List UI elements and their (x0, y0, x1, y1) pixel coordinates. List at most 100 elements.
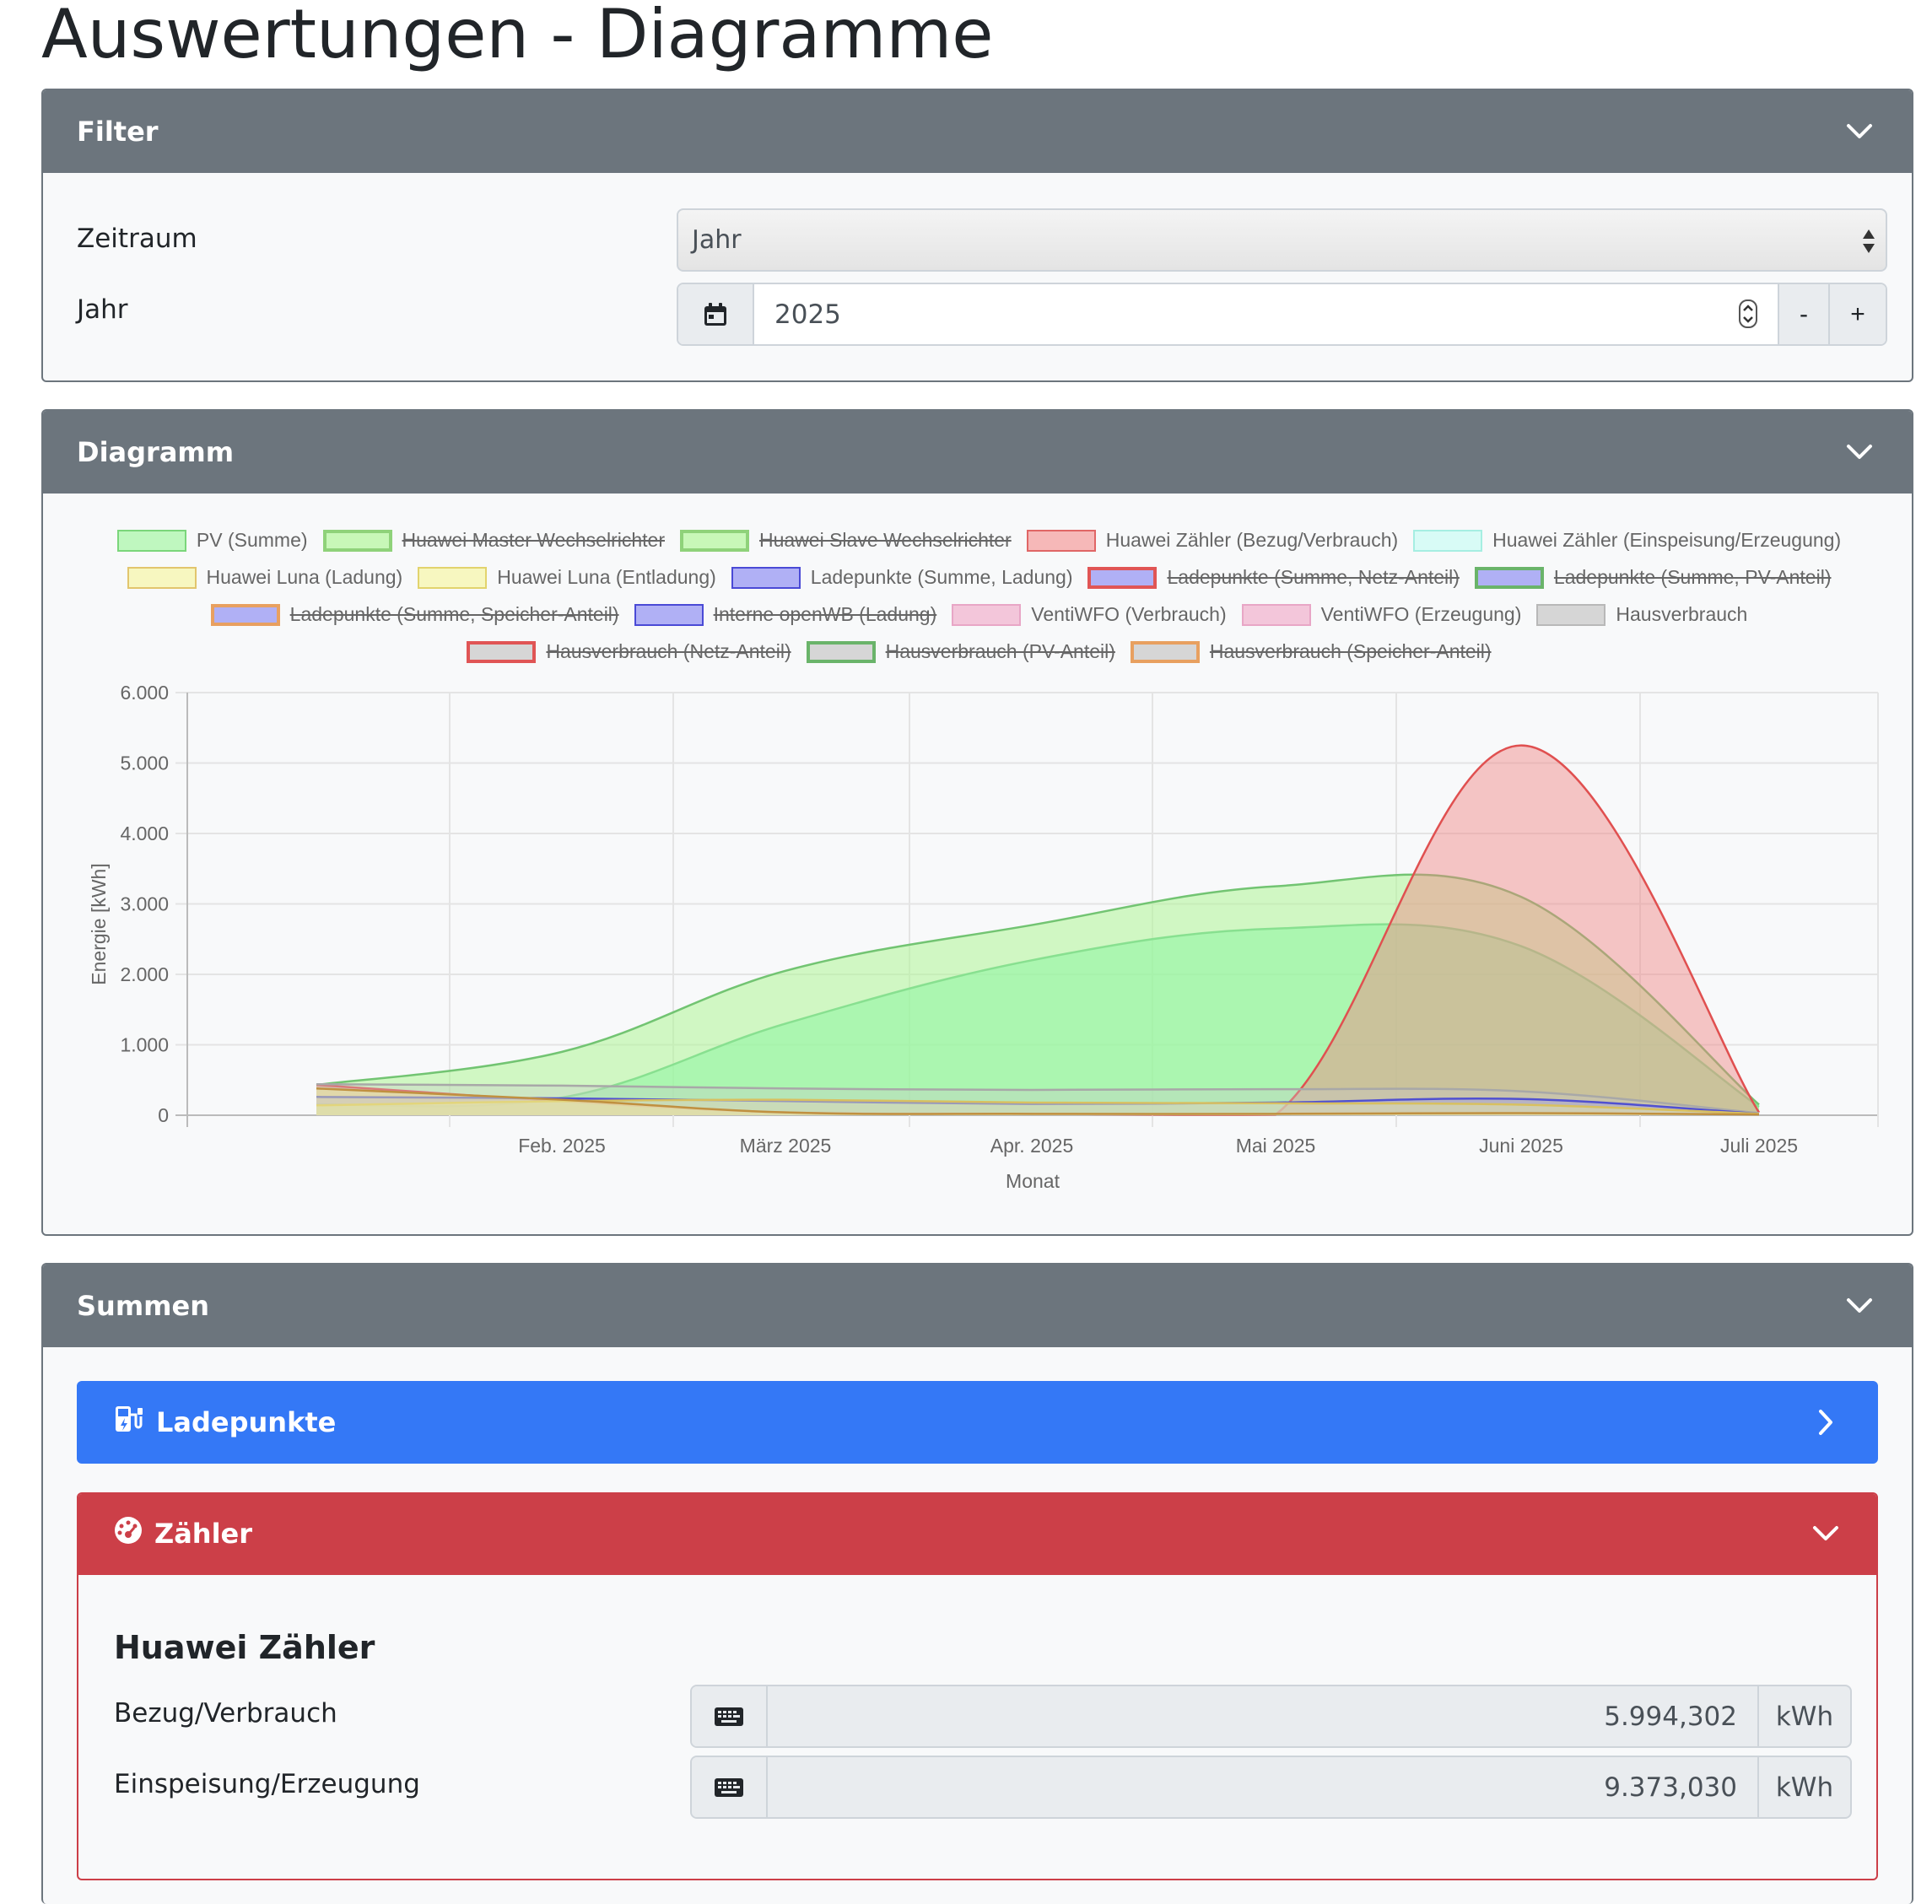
y-tick-label: 6.000 (120, 682, 169, 704)
decrement-button[interactable]: - (1778, 284, 1830, 344)
charging-station-icon (114, 1405, 144, 1440)
x-tick-label: Feb. 2025 (518, 1135, 606, 1157)
series-area (316, 1088, 1759, 1115)
page-title: Auswertungen - Diagramme (41, 0, 994, 73)
y-axis-title: Energie [kWh] (88, 863, 110, 984)
legend-label: Hausverbrauch (PV-Anteil) (885, 640, 1115, 662)
ladepunkte-header[interactable]: Ladepunkte (77, 1381, 1878, 1464)
filter-card-header[interactable]: Filter (43, 90, 1912, 173)
legend-label: Huawei Luna (Ladung) (206, 566, 403, 588)
x-tick-label: Mai 2025 (1236, 1135, 1316, 1157)
legend-swatch (418, 566, 488, 589)
legend-row: Hausverbrauch (Netz-Anteil) Hausverbrauch… (43, 640, 1912, 663)
filter-card: Filter Zeitraum Jahr Jahr 2025 - + (41, 89, 1913, 382)
summen-title: Summen (77, 1290, 209, 1322)
einspeisung-field: 9.373,030 kWh (690, 1756, 1852, 1819)
einspeisung-unit: kWh (1757, 1757, 1850, 1817)
y-tick-label: 0 (158, 1104, 169, 1126)
ladepunkte-title: Ladepunkte (156, 1406, 337, 1438)
legend-item[interactable]: Huawei Zähler (Bezug/Verbrauch) (1026, 529, 1399, 552)
series-line (316, 1098, 1760, 1115)
summen-card-header[interactable]: Summen (43, 1265, 1912, 1347)
x-tick-label: Juli 2025 (1720, 1135, 1798, 1157)
zeitraum-select-value: Jahr (692, 225, 742, 255)
legend-item[interactable]: Ladepunkte (Summe, Ladung) (731, 566, 1073, 589)
chevron-down-icon[interactable] (1809, 1517, 1843, 1551)
legend-item[interactable]: Huawei Slave Wechselrichter (680, 529, 1012, 552)
filter-title: Filter (77, 116, 159, 148)
legend-item[interactable]: VentiWFO (Verbrauch) (952, 603, 1227, 626)
gauge-icon (114, 1516, 143, 1551)
legend-swatch (1241, 603, 1311, 626)
increment-button[interactable]: + (1830, 284, 1886, 344)
diagramm-title: Diagramm (77, 436, 235, 468)
x-axis-title: Monat (1006, 1170, 1060, 1192)
y-tick-label: 5.000 (120, 752, 169, 774)
legend-row: Ladepunkte (Summe, Speicher-Anteil) Inter… (43, 603, 1912, 626)
summen-card: Summen Ladepunkte Zähler (41, 1263, 1913, 1904)
diagramm-card-header[interactable]: Diagramm (43, 411, 1912, 494)
legend-label: Ladepunkte (Summe, Speicher-Anteil) (289, 603, 619, 625)
legend-swatch (952, 603, 1022, 626)
energy-chart: 0 1.000 2.000 3.000 4.000 5.000 6.000 Feb. 2025… (88, 682, 1879, 1192)
legend-swatch (634, 603, 704, 626)
jahr-input-group: 2025 - + (677, 283, 1887, 346)
legend-label: Ladepunkte (Summe, Netz-Anteil) (1167, 566, 1460, 588)
legend-label: Huawei Master Wechselrichter (402, 529, 665, 551)
legend-item[interactable]: Interne openWB (Ladung) (634, 603, 936, 626)
x-tick-label: März 2025 (740, 1135, 832, 1157)
legend-swatch (467, 640, 537, 663)
series-area (316, 924, 1759, 1115)
legend-item[interactable]: Huawei Luna (Entladung) (418, 566, 716, 589)
zeitraum-select[interactable]: Jahr (677, 208, 1887, 272)
y-tick-label: 3.000 (120, 893, 169, 915)
legend-label: Ladepunkte (Summe, Ladung) (810, 566, 1073, 588)
chevron-down-icon[interactable] (1843, 435, 1876, 469)
legend-item[interactable]: PV (Summe) (116, 529, 308, 552)
legend-swatch (1130, 640, 1200, 663)
legend-swatch (1026, 529, 1096, 552)
y-tick-label: 1.000 (120, 1034, 169, 1056)
zaehler-title-wrap: Zähler (114, 1516, 252, 1551)
meter-name: Huawei Zähler (114, 1629, 375, 1666)
legend-label: Huawei Zähler (Bezug/Verbrauch) (1105, 529, 1399, 551)
calendar-icon (678, 284, 754, 344)
series-line (316, 1087, 1760, 1116)
legend-item[interactable]: Hausverbrauch (Netz-Anteil) (467, 640, 791, 663)
series-area (316, 1097, 1759, 1115)
legend-label: Ladepunkte (Summe, PV-Anteil) (1553, 566, 1832, 588)
bezug-label: Bezug/Verbrauch (114, 1698, 337, 1729)
chevron-down-icon[interactable] (1843, 1289, 1876, 1323)
legend-item[interactable]: VentiWFO (Erzeugung) (1241, 603, 1522, 626)
series-line (316, 873, 1760, 1106)
legend-swatch (680, 529, 749, 552)
jahr-input[interactable]: 2025 (754, 284, 1778, 344)
chevron-right-icon[interactable] (1809, 1405, 1843, 1439)
spinner-icon[interactable] (1739, 299, 1757, 335)
legend-item[interactable]: Ladepunkte (Summe, Netz-Anteil) (1087, 566, 1460, 589)
legend-item[interactable]: Hausverbrauch (PV-Anteil) (806, 640, 1115, 663)
legend-item[interactable]: Huawei Luna (Ladung) (127, 566, 403, 589)
legend-item[interactable]: Hausverbrauch (1536, 603, 1747, 626)
legend-item[interactable]: Ladepunkte (Summe, PV-Anteil) (1474, 566, 1832, 589)
einspeisung-value: 9.373,030 (1604, 1772, 1737, 1803)
zeitraum-label: Zeitraum (77, 224, 197, 254)
legend-item[interactable]: Huawei Master Wechselrichter (322, 529, 665, 552)
legend-label: Hausverbrauch (Netz-Anteil) (546, 640, 791, 662)
zaehler-header[interactable]: Zähler (78, 1494, 1876, 1575)
legend-swatch (731, 566, 801, 589)
legend-swatch (322, 529, 392, 552)
jahr-input-value: 2025 (774, 299, 841, 330)
ladepunkte-title-wrap: Ladepunkte (114, 1405, 336, 1440)
legend-item[interactable]: Huawei Zähler (Einspeisung/Erzeugung) (1413, 529, 1841, 552)
legend-swatch (127, 566, 197, 589)
legend-item[interactable]: Hausverbrauch (Speicher-Anteil) (1130, 640, 1492, 663)
legend-label: VentiWFO (Erzeugung) (1320, 603, 1522, 625)
legend-swatch (116, 529, 186, 552)
ladepunkte-card: Ladepunkte (77, 1381, 1878, 1464)
chevron-down-icon[interactable] (1843, 115, 1876, 148)
bezug-unit: kWh (1757, 1686, 1850, 1746)
legend-item[interactable]: Ladepunkte (Summe, Speicher-Anteil) (210, 603, 619, 626)
series-line (316, 1083, 1760, 1114)
legend-swatch (210, 603, 280, 626)
